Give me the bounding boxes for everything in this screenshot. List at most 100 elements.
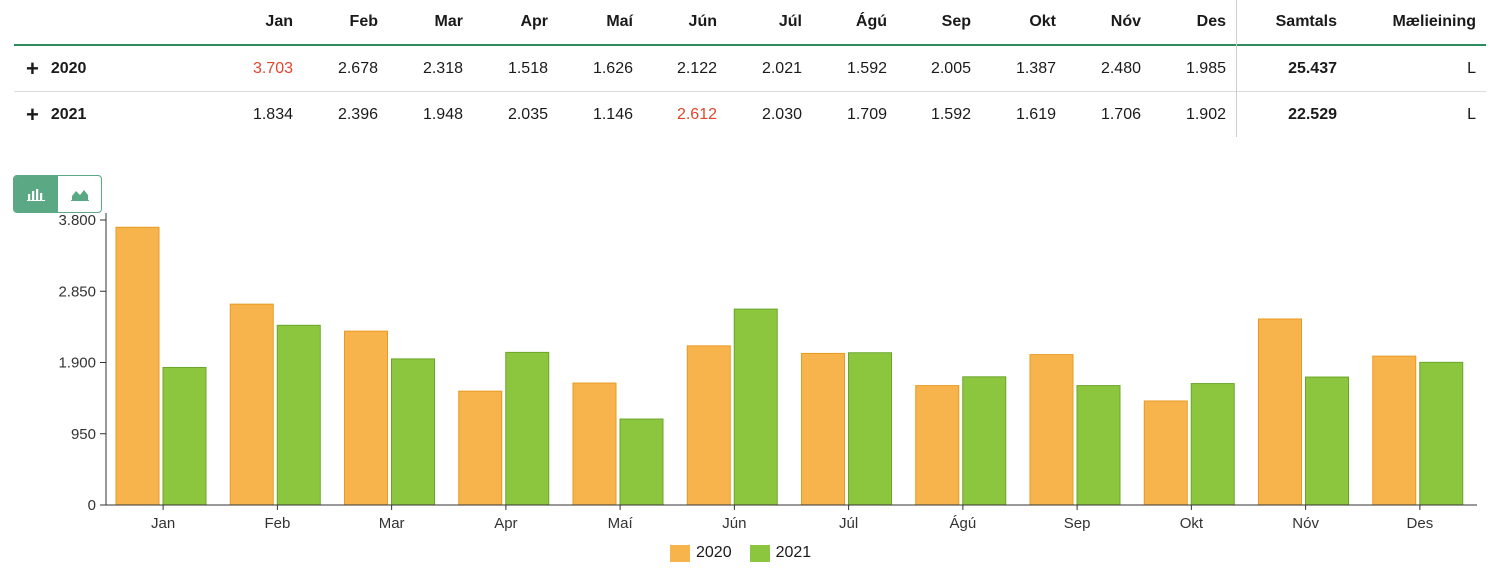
x-tick-label: Jún (722, 515, 746, 532)
column-header-month[interactable]: Júl (778, 13, 802, 30)
x-tick-label: Nóv (1292, 515, 1319, 532)
bar-2020-Sep[interactable] (1029, 354, 1074, 506)
x-tick-label: Feb (264, 515, 290, 532)
year-cell[interactable]: +2020 (26, 46, 146, 91)
x-tick-label: Ágú (950, 515, 977, 532)
bar-2020-Maí[interactable] (572, 382, 617, 506)
bar-2021-Sep[interactable] (1076, 385, 1121, 506)
column-header-month[interactable]: Okt (1029, 13, 1056, 30)
x-tick-label: Mar (379, 515, 405, 532)
bar-2021-Mar[interactable] (391, 358, 435, 506)
column-header-total[interactable]: Samtals (1275, 13, 1337, 30)
month-value-cell: 2.005 (930, 59, 971, 77)
month-value-cell: 1.146 (592, 105, 633, 123)
month-value-cell: 2.480 (1100, 59, 1141, 77)
bar-2021-Jún[interactable] (733, 308, 778, 506)
month-value-cell: 1.592 (930, 105, 971, 123)
table-row: +2021 1.834 2.396 1.948 2.035 1.146 2.612 2.030… (14, 92, 1486, 137)
unit-cell: L (1467, 59, 1476, 77)
bar-2020-Des[interactable] (1372, 355, 1417, 506)
bar-2020-Jan[interactable] (115, 226, 160, 506)
month-value-cell: 1.948 (422, 105, 463, 123)
bar-chart-icon (26, 189, 45, 201)
bar-chart-toggle-button[interactable] (14, 176, 57, 212)
expand-icon[interactable]: + (26, 55, 39, 81)
x-tick-label: Apr (494, 515, 517, 532)
legend-label-2020[interactable]: 2020 (696, 544, 732, 561)
area-chart-icon (70, 190, 89, 201)
month-value-cell: 1.387 (1015, 59, 1056, 77)
month-value-cell: 1.592 (846, 59, 887, 77)
x-tick-label: Maí (608, 515, 634, 532)
bar-2020-Okt[interactable] (1143, 400, 1188, 506)
month-value-cell: 1.709 (846, 105, 887, 123)
bar-2020-Júl[interactable] (801, 352, 845, 506)
x-tick-label: Jan (151, 515, 175, 532)
month-value-cell: 1.518 (507, 59, 548, 77)
year-label: 2020 (50, 59, 87, 77)
bar-2020-Apr[interactable] (458, 390, 503, 506)
table-header-row: Jan Feb Mar Apr Maí Jún Júl Ágú Sep Okt Nóv Des Samt… (14, 0, 1486, 46)
month-value-cell: 2.030 (761, 105, 802, 123)
x-tick-label: Des (1407, 515, 1434, 532)
bar-2020-Jún[interactable] (686, 345, 731, 506)
month-value-cell: 1.706 (1100, 105, 1141, 123)
year-cell[interactable]: +2021 (26, 92, 146, 137)
column-header-month[interactable]: Jún (688, 13, 717, 30)
y-tick-label: 950 (71, 426, 96, 443)
bar-2021-Jan[interactable] (162, 366, 207, 506)
column-header-unit[interactable]: Mælieining (1392, 13, 1476, 30)
bar-2021-Nóv[interactable] (1305, 376, 1349, 506)
total-cell: 22.529 (1288, 105, 1337, 123)
bar-2021-Des[interactable] (1419, 361, 1464, 506)
bar-2021-Maí[interactable] (619, 418, 664, 506)
column-header-month[interactable]: Feb (349, 13, 378, 30)
legend-swatch-2021 (749, 544, 770, 562)
unit-cell: L (1467, 105, 1476, 123)
y-tick-label: 3.800 (58, 212, 96, 229)
legend-label-2021[interactable]: 2021 (775, 544, 812, 561)
year-label: 2021 (50, 105, 87, 123)
month-value-cell: 2.122 (676, 59, 717, 77)
area-chart-toggle-button[interactable] (57, 176, 101, 212)
bar-2021-Feb[interactable] (276, 324, 321, 506)
column-header-month[interactable]: Jan (265, 13, 293, 30)
bar-2020-Mar[interactable] (344, 330, 388, 506)
total-column-divider (1236, 0, 1237, 137)
bar-2021-Okt[interactable] (1190, 383, 1235, 506)
column-header-month[interactable]: Ágú (855, 13, 887, 30)
column-header-month[interactable]: Sep (941, 13, 971, 30)
column-header-month[interactable]: Mar (434, 13, 463, 30)
month-value-cell: 3.703 (252, 59, 293, 77)
table-row: +2020 3.703 2.678 2.318 1.518 1.626 2.122 2.021… (14, 46, 1486, 92)
month-value-cell: 2.612 (676, 105, 717, 123)
bar-2020-Nóv[interactable] (1258, 318, 1302, 506)
y-tick-label: 0 (88, 497, 96, 514)
month-value-cell: 1.985 (1185, 59, 1226, 77)
bar-2021-Júl[interactable] (848, 352, 892, 506)
bar-2020-Feb[interactable] (229, 303, 274, 506)
x-tick-label: Okt (1180, 515, 1204, 532)
bar-2021-Ágú[interactable] (962, 376, 1007, 506)
y-tick-label: 1.900 (58, 355, 96, 372)
chart-type-toggle (13, 175, 102, 213)
month-value-cell: 1.902 (1185, 105, 1226, 123)
month-value-cell: 2.396 (337, 105, 378, 123)
month-value-cell: 2.318 (422, 59, 463, 77)
bar-2021-Apr[interactable] (505, 351, 550, 506)
legend-swatch-2020 (670, 544, 690, 562)
column-header-month[interactable]: Des (1196, 13, 1226, 30)
y-tick-label: 2.850 (58, 283, 96, 300)
total-cell: 25.437 (1288, 59, 1337, 77)
expand-icon[interactable]: + (26, 101, 39, 127)
month-value-cell: 2.021 (761, 59, 802, 77)
column-header-month[interactable]: Maí (606, 13, 633, 30)
month-value-cell: 2.035 (507, 105, 548, 123)
month-value-cell: 1.834 (252, 105, 293, 123)
month-value-cell: 1.626 (592, 59, 633, 77)
bar-2020-Ágú[interactable] (915, 385, 960, 506)
column-header-month[interactable]: Apr (520, 13, 548, 30)
x-tick-label: Sep (1064, 515, 1091, 532)
column-header-month[interactable]: Nóv (1110, 13, 1141, 30)
